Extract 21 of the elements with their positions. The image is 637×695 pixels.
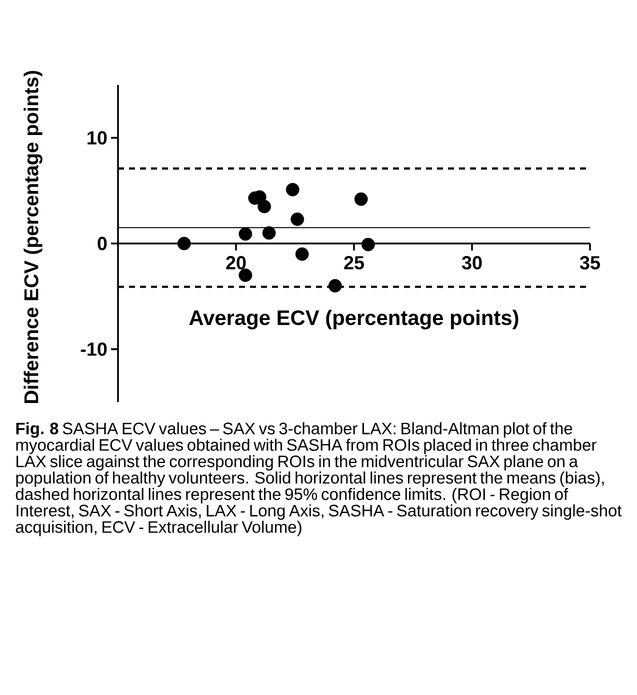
point — [328, 279, 342, 292]
point — [177, 236, 191, 250]
y-axis-title: Difference ECV (percentage points) — [24, 71, 42, 404]
x-axis-title: Average ECV (percentage points) — [189, 310, 518, 330]
x-tick-label: 30 — [462, 256, 482, 270]
point — [295, 247, 309, 261]
point — [354, 192, 368, 206]
point — [286, 182, 300, 196]
point — [258, 200, 272, 214]
x-tick-label: 25 — [344, 256, 364, 270]
x-tick-label: 35 — [580, 256, 600, 270]
point — [238, 227, 252, 241]
x-tick-label: 20 — [226, 256, 246, 270]
text: Fig. 8 SASHA ECV values – SAX vs 3-chamber LAX: Bland-Altman plot of the myocardial ECV values obtained with SASHA from ROIs placed in three chamber LAX slice against the corresponding ROIs in the midventricular SAX plane on a population of healthy volunteers. Solid horizontal lines represent the means (bias), dashed horizontal lines represent the 95% confidence limits. (ROI - Region of Interest, SAX - Short Axis, LAX - Long Axis, SASHA - Saturation recovery single-shot acquisition, ECV - Extracellular Volume) — [16, 422, 622, 536]
point — [290, 212, 304, 226]
y-tick-label: 0 — [98, 236, 107, 250]
point — [238, 268, 252, 282]
y-tick-label: 10 — [88, 131, 107, 145]
point — [262, 226, 276, 240]
y-tick-label: -10 — [80, 342, 107, 356]
point — [361, 238, 375, 252]
